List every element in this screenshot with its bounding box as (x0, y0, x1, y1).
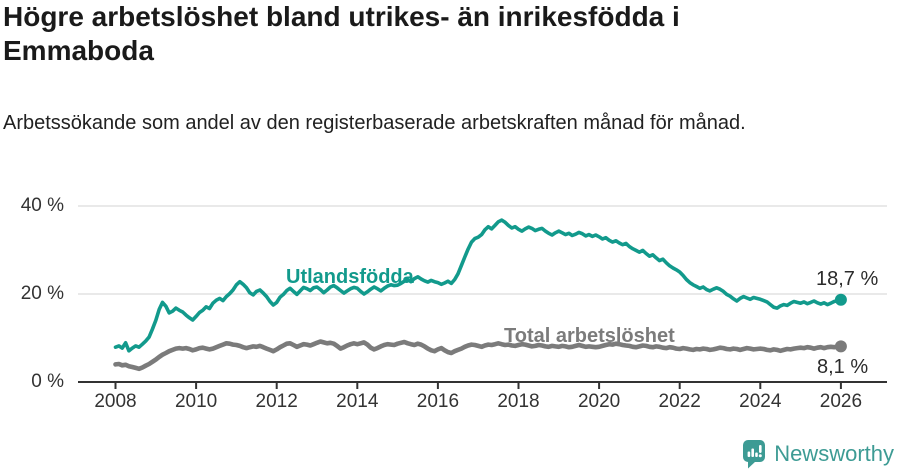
series-end-dot-0 (834, 293, 847, 306)
x-tick-label: 2024 (739, 391, 782, 412)
series-line-1 (113, 339, 844, 372)
x-tick-label: 2026 (819, 391, 863, 412)
end-value-label-utlandsfodda: 18,7 % (816, 268, 879, 290)
series-line-0 (113, 218, 843, 353)
x-tick-label: 2010 (174, 391, 218, 412)
x-tick-label: 2012 (255, 391, 298, 412)
y-tick-label: 40 % (20, 195, 64, 216)
y-tick-label: 20 % (20, 283, 64, 304)
series-end-dot-1 (834, 340, 847, 353)
end-value-label-total: 8,1 % (817, 356, 869, 378)
x-tick-label: 2018 (497, 391, 540, 412)
x-tick-label: 2022 (658, 391, 701, 412)
x-tick-label: 2020 (577, 391, 621, 412)
chart-subtitle: Arbetssökande som andel av den registerb… (3, 112, 746, 134)
x-tick-label: 2016 (416, 391, 460, 412)
series-label-utlandsfodda: Utlandsfödda (286, 266, 414, 288)
brand-footer[interactable]: Newsworthy (742, 439, 894, 469)
brand-name: Newsworthy (774, 441, 894, 466)
y-tick-label: 0 % (31, 371, 64, 392)
x-tick-label: 2014 (336, 391, 379, 412)
page-title: Högre arbetslöshet bland utrikes- än inr… (3, 1, 680, 66)
x-tick-label: 2008 (94, 391, 137, 412)
newsworthy-logo-icon (743, 440, 766, 469)
series-label-total-arbetsloshet: Total arbetslöshet (504, 325, 675, 347)
